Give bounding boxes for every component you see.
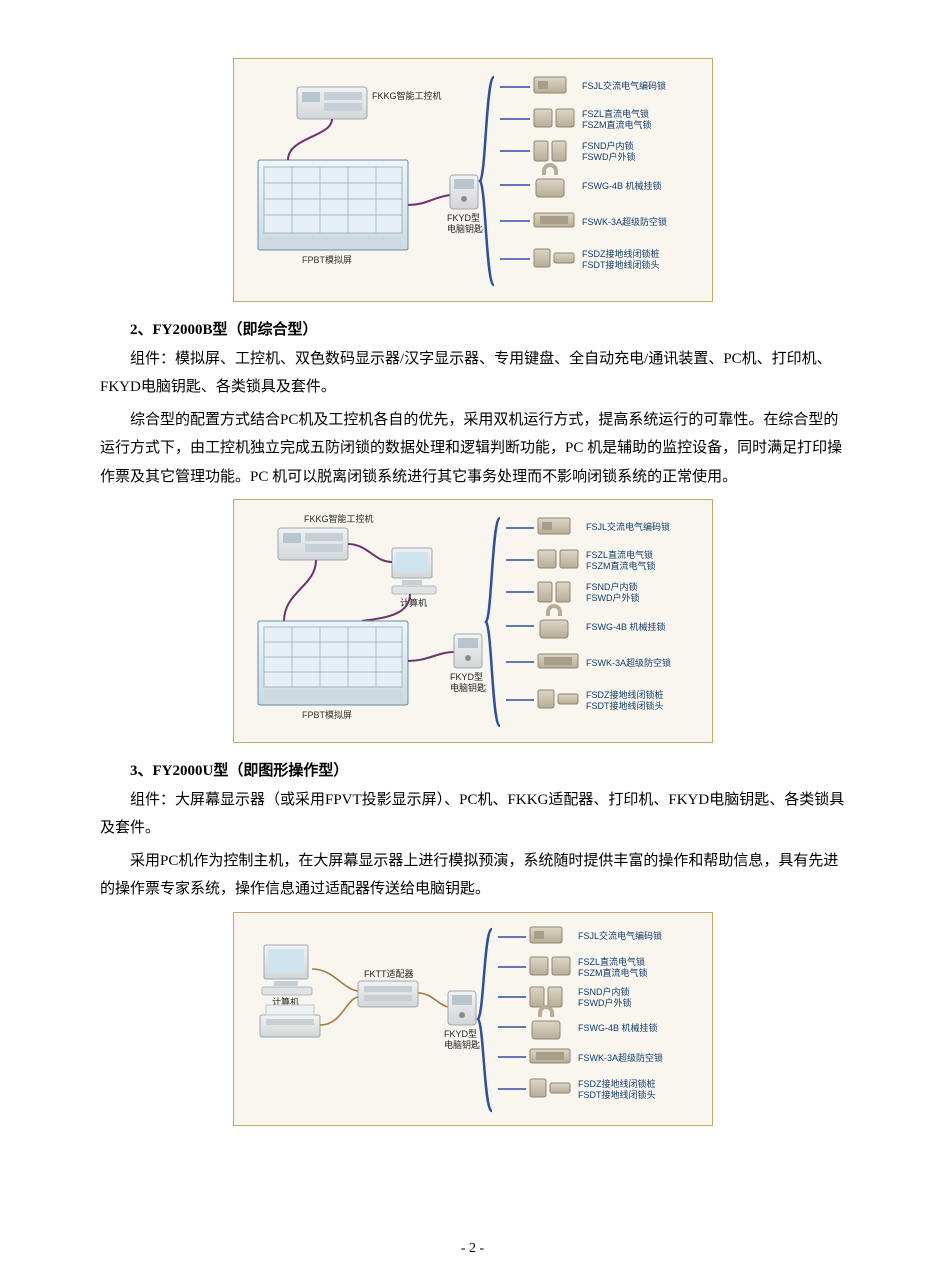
lock2a-label-3: FSZL直流电气锁 xyxy=(578,956,645,967)
panel-device xyxy=(258,160,408,250)
ipc-device-2 xyxy=(278,528,348,560)
section3-p1: 组件：大屏幕显示器（或采用FPVT投影显示屏）、PC机、FKKG适配器、打印机、… xyxy=(100,786,845,843)
key-device-3 xyxy=(448,991,476,1025)
lock4-label-3: FSWG-4B 机械挂锁 xyxy=(578,1022,658,1033)
lock6a-label-3: FSDZ接地线闭锁桩 xyxy=(578,1078,656,1089)
ipc-label: FKKG智能工控机 xyxy=(372,90,442,101)
lock-icons-1 xyxy=(534,77,574,267)
lock2b-label: FSZM直流电气锁 xyxy=(582,119,652,130)
key-label-1b: FKYD型 xyxy=(450,672,483,682)
diagram-fy2000b: FKKG智能工控机 计算机 xyxy=(233,499,713,743)
lock5-label: FSWK-3A超级防空锁 xyxy=(582,216,667,227)
lock2b-label-2: FSZM直流电气锁 xyxy=(586,560,656,571)
lock6b-label-2: FSDT接地线闭锁头 xyxy=(586,700,664,711)
lock-icons-2 xyxy=(538,518,578,708)
lock6b-label: FSDT接地线闭锁头 xyxy=(582,259,660,270)
key-device xyxy=(450,175,478,209)
wire-ipc-panel xyxy=(288,119,332,160)
panel-label-2: FPBT模拟屏 xyxy=(302,709,352,720)
lock-arms-2 xyxy=(506,528,534,700)
pc-device-2 xyxy=(392,548,436,594)
panel-label: FPBT模拟屏 xyxy=(302,254,352,265)
lock4-label: FSWG-4B 机械挂锁 xyxy=(582,180,662,191)
lock1-label: FSJL交流电气编码锁 xyxy=(582,80,666,91)
section3-heading: 3、FY2000U型（即图形操作型） xyxy=(100,757,845,786)
lock3a-label: FSND户内锁 xyxy=(582,140,634,151)
lock-arms-1 xyxy=(500,87,530,259)
lock6b-label-3: FSDT接地线闭锁头 xyxy=(578,1089,656,1100)
bracket-3 xyxy=(478,929,492,1111)
section2-p2: 综合型的配置方式结合PC机及工控机各自的优先，采用双机运行方式，提高系统运行的可… xyxy=(100,406,845,492)
diagram-svg-1: FKKG智能工控机 FPBT模拟屏 xyxy=(242,65,704,295)
key-label-2: 电脑钥匙 xyxy=(447,223,483,234)
document-body: FKKG智能工控机 FPBT模拟屏 xyxy=(100,58,845,1126)
lock-icons-3 xyxy=(530,927,570,1097)
section3-p2: 采用PC机作为控制主机，在大屏幕显示器上进行模拟预演，系统随时提供丰富的操作和帮… xyxy=(100,847,845,904)
key-label-1c: FKYD型 xyxy=(444,1029,477,1039)
lock1-label-2: FSJL交流电气编码锁 xyxy=(586,521,670,532)
wire-panel-key xyxy=(408,195,450,205)
adapter-device xyxy=(358,981,418,1007)
lock2a-label-2: FSZL直流电气锁 xyxy=(586,549,653,560)
lock3b-label-2: FSWD户外锁 xyxy=(586,592,640,603)
pc-label-2: 计算机 xyxy=(400,597,427,608)
section2-heading: 2、FY2000B型（即综合型） xyxy=(100,316,845,345)
key-label-2c: 电脑钥匙 xyxy=(444,1039,480,1050)
panel-device-2 xyxy=(258,621,408,705)
lock5-label-3: FSWK-3A超级防空锁 xyxy=(578,1052,663,1063)
bracket-1 xyxy=(480,77,494,285)
bracket-2 xyxy=(486,518,500,726)
key-device-2 xyxy=(454,634,482,668)
lock4-label-2: FSWG-4B 机械挂锁 xyxy=(586,621,666,632)
lock6a-label: FSDZ接地线闭锁桩 xyxy=(582,248,660,259)
printer-device xyxy=(260,1005,320,1037)
ipc-device xyxy=(297,87,367,119)
diagram-svg-2: FKKG智能工控机 计算机 xyxy=(242,506,704,736)
diagram-svg-3: 计算机 FKTT适配器 xyxy=(242,919,704,1119)
pc-device-3 xyxy=(262,945,312,995)
section2-p1: 组件：模拟屏、工控机、双色数码显示器/汉字显示器、专用键盘、全自动充电/通讯装置… xyxy=(100,345,845,402)
lock3b-label: FSWD户外锁 xyxy=(582,151,636,162)
lock2b-label-3: FSZM直流电气锁 xyxy=(578,967,648,978)
lock-arms-3 xyxy=(498,937,526,1089)
lock3a-label-3: FSND户内锁 xyxy=(578,986,630,997)
lock5-label-2: FSWK-3A超级防空锁 xyxy=(586,657,671,668)
lock2a-label: FSZL直流电气锁 xyxy=(582,108,649,119)
diagram-fy2000a: FKKG智能工控机 FPBT模拟屏 xyxy=(233,58,713,302)
page-number: - 2 - xyxy=(0,1236,945,1263)
lock3b-label-3: FSWD户外锁 xyxy=(578,997,632,1008)
key-label-1: FKYD型 xyxy=(447,213,480,223)
ipc-label-2: FKKG智能工控机 xyxy=(304,513,374,524)
wire-panel-key-2 xyxy=(408,652,454,661)
lock1-label-3: FSJL交流电气编码锁 xyxy=(578,930,662,941)
diagram-fy2000u: 计算机 FKTT适配器 xyxy=(233,912,713,1126)
lock6a-label-2: FSDZ接地线闭锁桩 xyxy=(586,689,664,700)
adapter-label: FKTT适配器 xyxy=(364,969,414,979)
lock3a-label-2: FSND户内锁 xyxy=(586,581,638,592)
key-label-2b: 电脑钥匙 xyxy=(450,682,486,693)
